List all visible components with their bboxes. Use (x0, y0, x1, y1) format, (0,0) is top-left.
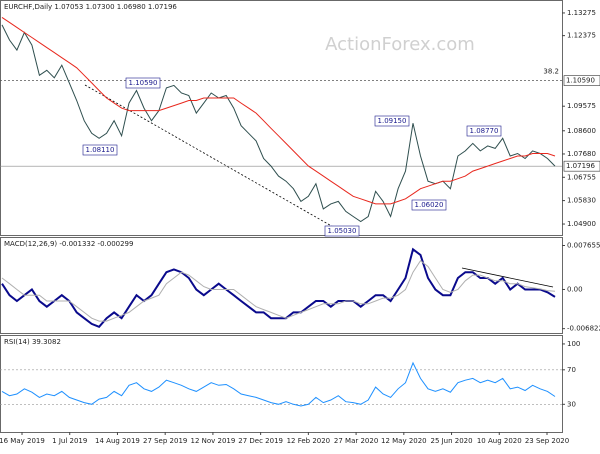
trend-line (461, 267, 554, 288)
annotation: 1.08770 (470, 127, 499, 135)
annotation-box (411, 199, 447, 211)
x-tick-label: 23 Sep 2020 (525, 437, 569, 445)
y-tick-label: 30 (567, 400, 576, 408)
y-tick-label: 100 (567, 340, 580, 348)
price-title: EURCHF,Daily 1.07053 1.07300 1.06980 1.0… (4, 3, 177, 11)
annotation-box (374, 115, 410, 127)
y-tick-label: -0.006822 (567, 325, 600, 333)
x-tick-label: 27 Sep 2019 (143, 437, 187, 445)
y-tick-label: 0.00 (567, 285, 583, 293)
annotation: 1.08110 (86, 146, 115, 154)
annotation-box (466, 125, 502, 137)
trend-line (84, 84, 336, 229)
x-tick-label: 27 Dec 2019 (238, 437, 283, 445)
series-line (1, 361, 556, 407)
annotation-box (125, 77, 161, 89)
x-tick-label: 27 Mar 2020 (334, 437, 378, 445)
x-tick-label: 25 Jun 2020 (430, 437, 472, 445)
y-tick-label: 70 (567, 366, 576, 374)
x-tick-label: 14 Aug 2019 (95, 437, 140, 445)
x-tick-label: 12 Feb 2020 (287, 437, 331, 445)
annotation-box (324, 225, 360, 237)
y-tick-label: 1.07680 (567, 150, 596, 158)
price-label: 1.07196 (566, 162, 595, 170)
rsi-title: RSI(14) 39.3082 (4, 338, 61, 346)
annotation-box (82, 144, 118, 156)
x-tick-label: 10 Aug 2020 (477, 437, 522, 445)
price-label-box (563, 75, 600, 86)
rsi-frame (0, 335, 563, 433)
y-tick-label: 1.13275 (567, 9, 596, 17)
y-tick-label: 0.007655 (567, 241, 600, 249)
macd-title: MACD(12,26,9) -0.001332 -0.000299 (4, 240, 133, 248)
series-line (1, 259, 556, 322)
annotation: 1.09150 (378, 117, 407, 125)
series-line (1, 247, 556, 328)
y-tick-label: 1.04900 (567, 220, 596, 228)
annotation: 1.10590 (129, 79, 158, 87)
x-tick-label: 16 May 2019 (0, 437, 45, 445)
series-line (1, 24, 556, 223)
watermark: ActionForex.com (325, 34, 475, 55)
macd-frame (0, 237, 563, 334)
y-tick-label: 1.06755 (567, 173, 596, 181)
price-label-box (563, 160, 600, 172)
series-line (1, 16, 556, 205)
y-tick-label: 1.09575 (567, 102, 596, 110)
y-tick-label: 1.08600 (567, 127, 596, 135)
x-tick-label: 12 Nov 2019 (190, 437, 235, 445)
y-tick-label: 1.12375 (567, 32, 596, 40)
fib-note: 38.2 (543, 68, 559, 76)
annotation: 1.05030 (328, 227, 357, 235)
x-tick-label: 12 May 2020 (381, 437, 427, 445)
y-tick-label: 1.05830 (567, 197, 596, 205)
x-tick-label: 1 Jul 2019 (52, 437, 87, 445)
price-frame (0, 0, 563, 236)
price-label: 1.10590 (566, 77, 595, 85)
annotation: 1.06020 (415, 201, 444, 209)
